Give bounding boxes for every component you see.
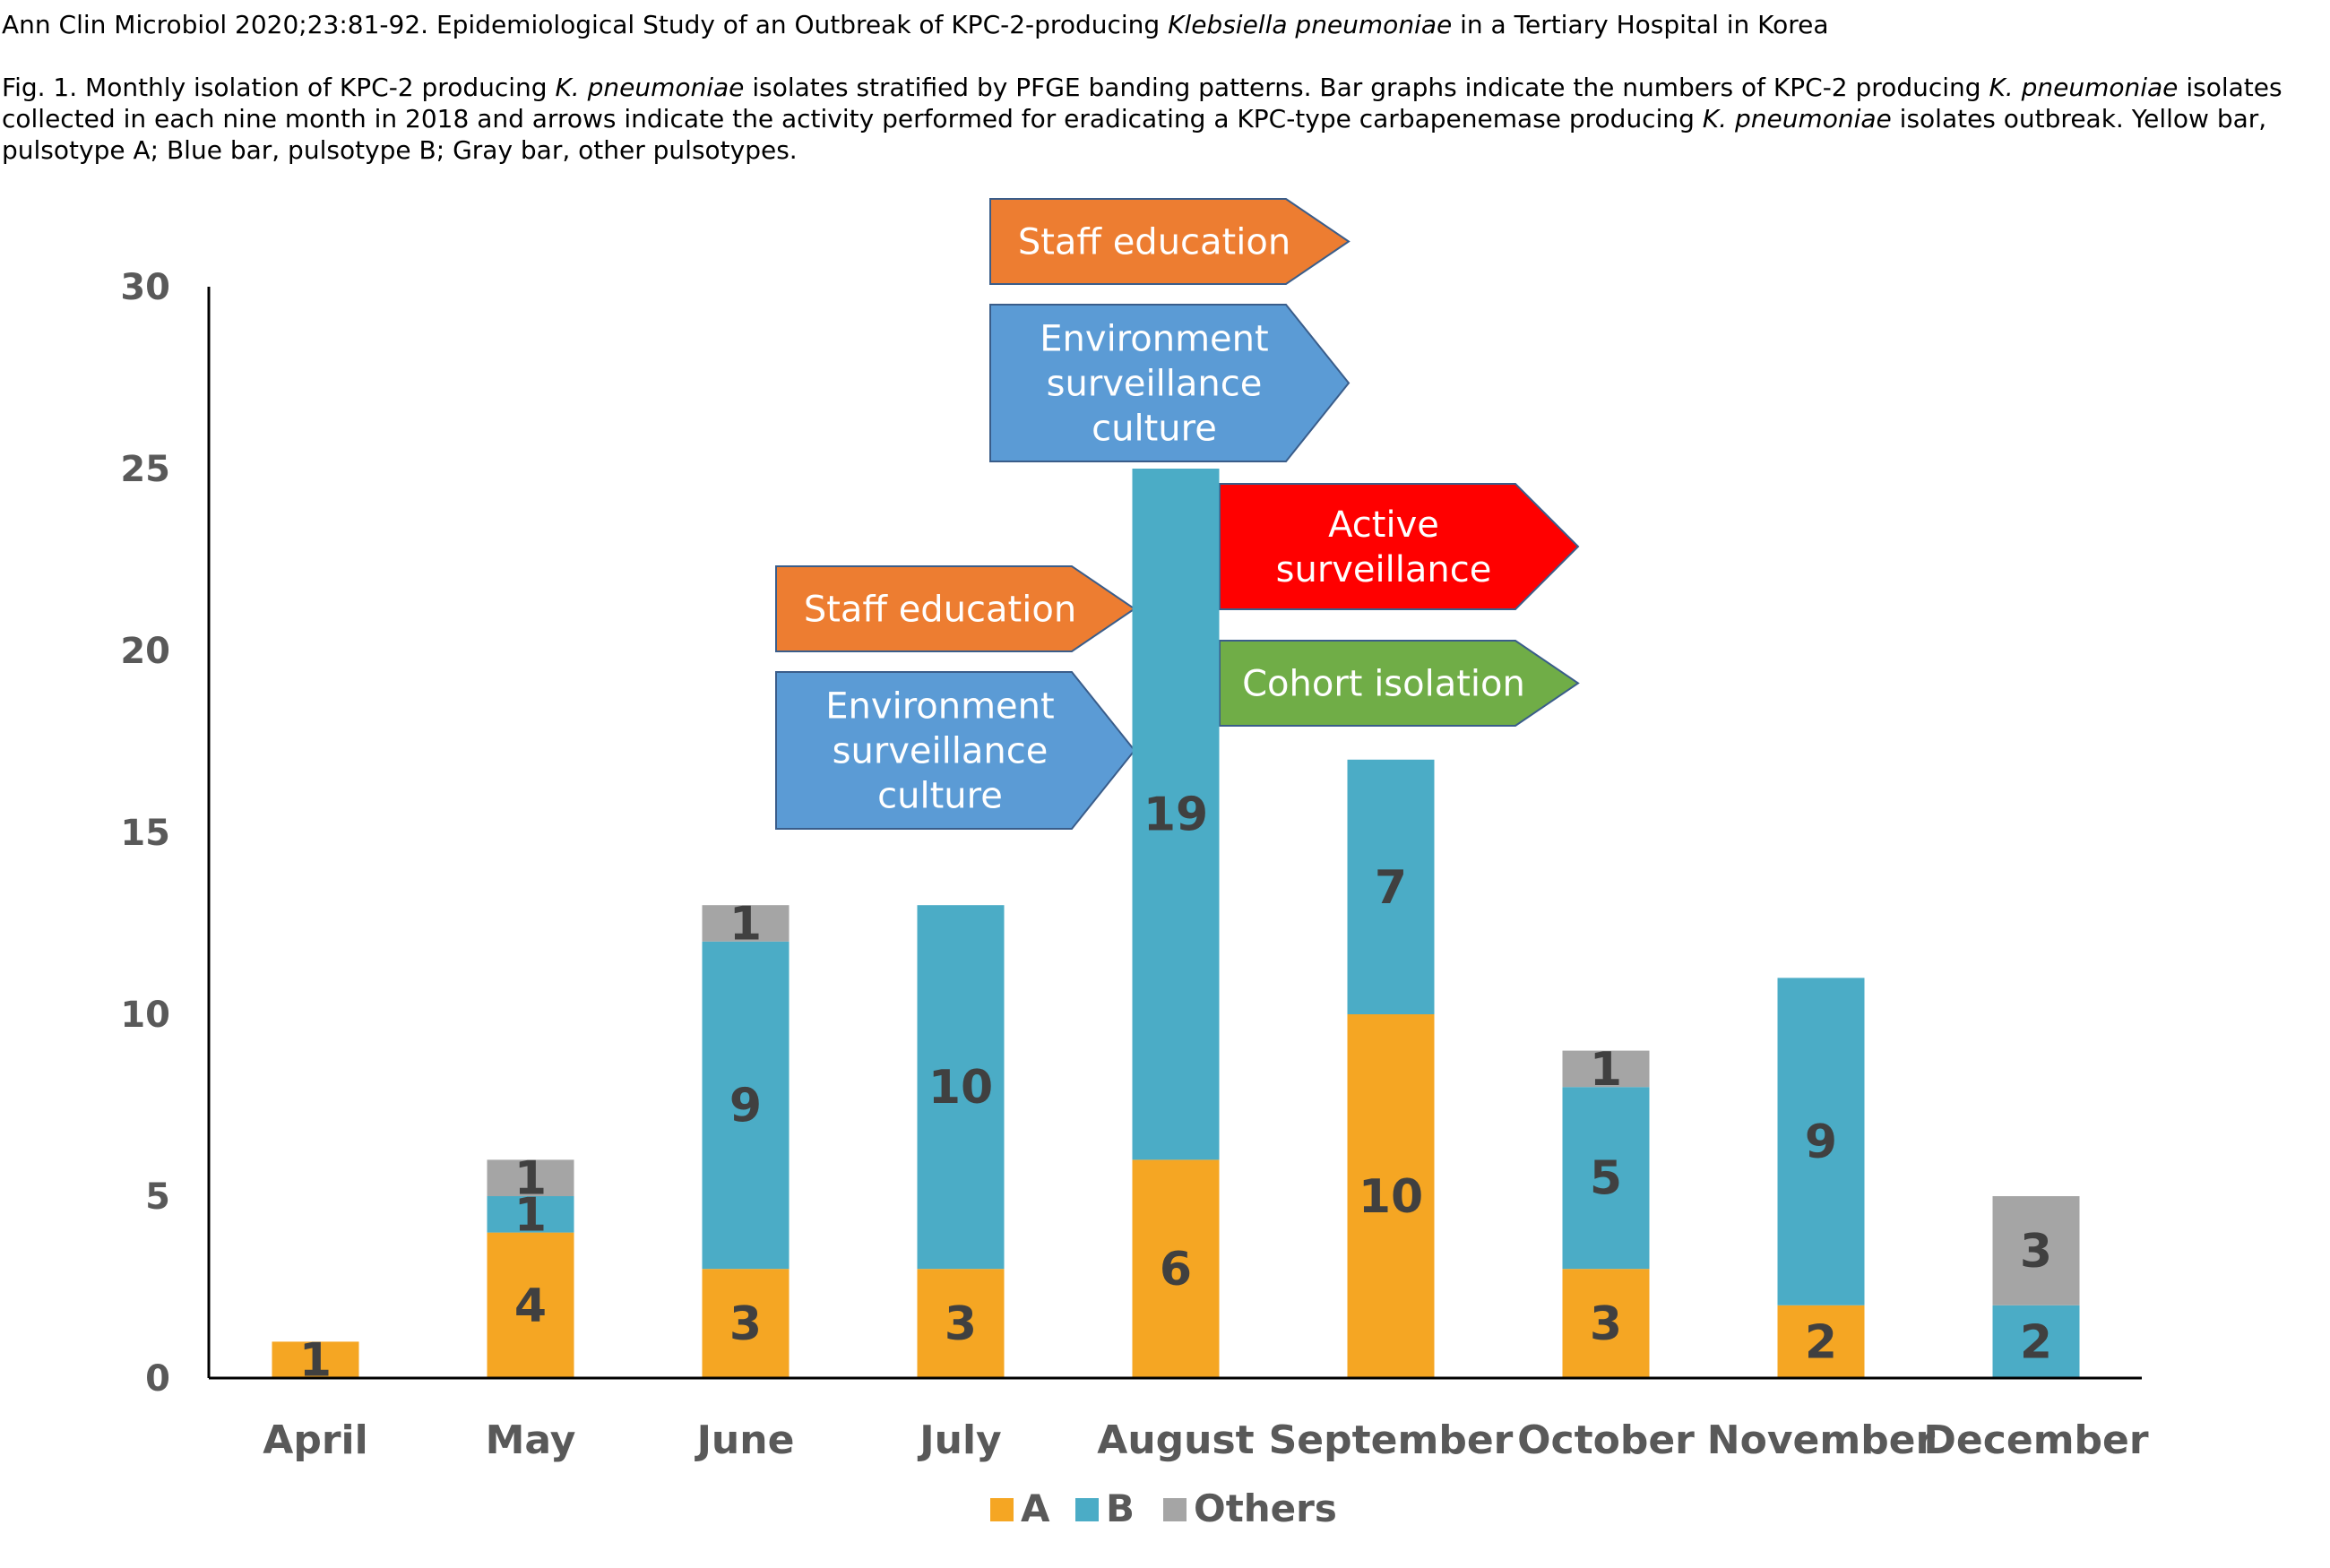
bar-segment-b <box>1777 978 1865 1305</box>
legend-swatch-others <box>1163 1498 1187 1521</box>
bar-value-label: 7 <box>1375 861 1407 915</box>
bar-value-label: 9 <box>1805 1116 1837 1169</box>
bar-value-label: 3 <box>729 1297 762 1351</box>
y-tick-label: 5 <box>145 1176 170 1218</box>
x-category-label: July <box>917 1417 1001 1463</box>
caption-part-4: isolates outbreak. Yellow bar, pulsotype… <box>2 104 2267 165</box>
citation-tail: in a Tertiary Hospital in Korea <box>1452 10 1829 39</box>
bar-value-label: 10 <box>1359 1170 1423 1224</box>
bar-segment-a <box>1777 1305 1865 1378</box>
x-category-label: December <box>1923 1417 2148 1463</box>
bar-segment-b <box>487 1196 574 1233</box>
bar-segment-a <box>917 1269 1005 1378</box>
bar-value-label: 6 <box>1160 1243 1192 1297</box>
intervention-arrow <box>775 565 1136 652</box>
caption-species-1: K. pneumoniae <box>555 73 745 102</box>
bar-segment-a <box>272 1341 359 1378</box>
bar-value-label: 5 <box>1590 1152 1622 1206</box>
bar-value-label: 1 <box>299 1334 332 1388</box>
caption-part-2: isolates stratified by PFGE banding patt… <box>744 73 1989 102</box>
legend-label: A <box>1021 1486 1050 1530</box>
citation-species: Klebsiella pneumoniae <box>1168 10 1453 39</box>
bar-segment-b <box>1132 469 1220 1160</box>
intervention-label: surveillance <box>1276 549 1492 590</box>
x-category-label: September <box>1269 1417 1514 1463</box>
bar-segment-b <box>1992 1305 2080 1378</box>
intervention-arrow <box>775 671 1136 830</box>
bar-value-label: 4 <box>514 1279 547 1333</box>
intervention-label: culture <box>877 776 1003 817</box>
bar-value-label: 9 <box>729 1080 762 1133</box>
intervention-label: Environment <box>1040 319 1268 360</box>
legend-label: B <box>1106 1486 1135 1530</box>
citation: Ann Clin Microbiol 2020;23:81-92. Epidem… <box>2 9 1829 41</box>
bar-value-label: 10 <box>928 1061 993 1115</box>
intervention-label: Staff education <box>804 590 1076 631</box>
legend-label: Others <box>1194 1486 1337 1530</box>
legend-swatch-a <box>990 1498 1014 1521</box>
x-category-label: October <box>1517 1417 1695 1463</box>
intervention-arrow <box>989 304 1351 462</box>
bar-segment-a <box>1347 1014 1435 1378</box>
bar-segment-b <box>702 941 790 1270</box>
bar-segment-others <box>702 905 790 942</box>
bar-segment-others <box>1992 1196 2080 1305</box>
intervention-label: surveillance <box>1047 364 1263 405</box>
bar-segment-b <box>1347 759 1435 1014</box>
bar-value-label: 3 <box>945 1297 977 1351</box>
intervention-label: Staff education <box>1018 222 1290 263</box>
intervention-label: Environment <box>825 686 1054 728</box>
x-category-label: April <box>263 1417 367 1463</box>
intervention-label: culture <box>1092 409 1217 450</box>
y-tick-label: 25 <box>120 449 170 490</box>
bar-segment-a <box>1562 1269 1650 1378</box>
bar-segment-b <box>917 905 1005 1270</box>
bar-segment-a <box>702 1269 790 1378</box>
y-tick-label: 0 <box>145 1358 170 1400</box>
caption-part-1: Fig. 1. Monthly isolation of KPC-2 produ… <box>2 73 556 102</box>
bar-value-label: 2 <box>1805 1315 1837 1369</box>
citation-text: Ann Clin Microbiol 2020;23:81-92. Epidem… <box>2 10 1169 39</box>
intervention-arrows: Staff educationEnvironmentsurveillancecu… <box>775 198 1580 830</box>
caption-species-3: K. pneumoniae <box>1702 104 1892 134</box>
bar-value-label: 2 <box>2020 1315 2052 1369</box>
legend: A B Others <box>990 1486 1337 1530</box>
bar-value-label: 1 <box>514 1188 547 1242</box>
y-tick-label: 20 <box>120 631 170 672</box>
y-tick-label: 15 <box>120 813 170 854</box>
bar-value-label: 3 <box>2020 1225 2052 1279</box>
caption-part-3: isolates collected in each nine month in… <box>2 73 2283 134</box>
bar-segment-a <box>487 1232 574 1378</box>
x-category-label: May <box>486 1417 576 1463</box>
bar-value-label: 1 <box>729 898 762 952</box>
bar-segment-a <box>1132 1159 1220 1378</box>
bar-segment-others <box>487 1159 574 1196</box>
x-category-label: August <box>1097 1417 1254 1463</box>
x-category-label: November <box>1707 1417 1936 1463</box>
figure-caption: Fig. 1. Monthly isolation of KPC-2 produ… <box>2 72 2296 166</box>
intervention-label: Active <box>1328 504 1439 546</box>
legend-swatch-b <box>1075 1498 1099 1521</box>
intervention-label: surveillance <box>833 731 1048 772</box>
intervention-arrow <box>1219 640 1580 727</box>
y-tick-label: 30 <box>120 267 170 308</box>
bar-segment-b <box>1562 1087 1650 1270</box>
y-tick-label: 10 <box>120 995 170 1036</box>
intervention-arrow <box>1219 483 1580 610</box>
bar-value-label: 1 <box>514 1152 547 1206</box>
bar-value-label: 19 <box>1143 788 1208 842</box>
x-category-label: June <box>695 1417 795 1463</box>
caption-species-2: K. pneumoniae <box>1989 73 2179 102</box>
intervention-label: Cohort isolation <box>1242 664 1525 705</box>
bar-segment-others <box>1562 1050 1650 1088</box>
bar-value-label: 1 <box>1590 1043 1622 1097</box>
intervention-arrow <box>989 198 1351 285</box>
bar-value-label: 3 <box>1590 1297 1622 1351</box>
